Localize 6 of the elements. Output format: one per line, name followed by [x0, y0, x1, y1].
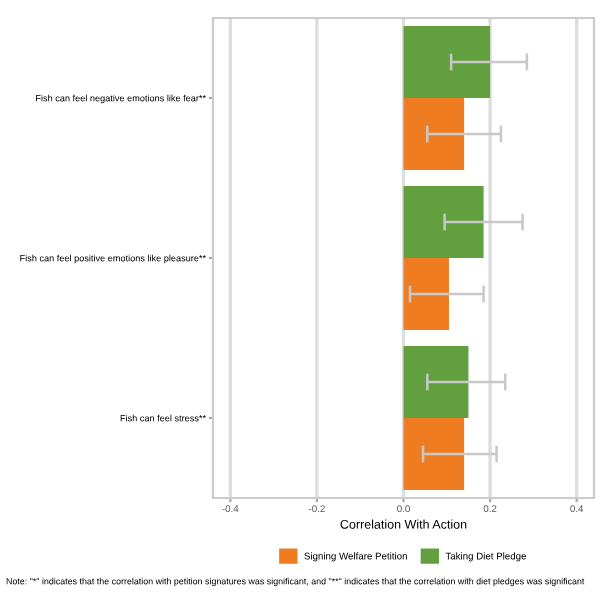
bar — [403, 26, 491, 98]
bar — [403, 98, 465, 170]
bar — [403, 346, 469, 418]
bar — [403, 258, 449, 330]
bar — [403, 186, 484, 258]
bar — [403, 418, 465, 490]
